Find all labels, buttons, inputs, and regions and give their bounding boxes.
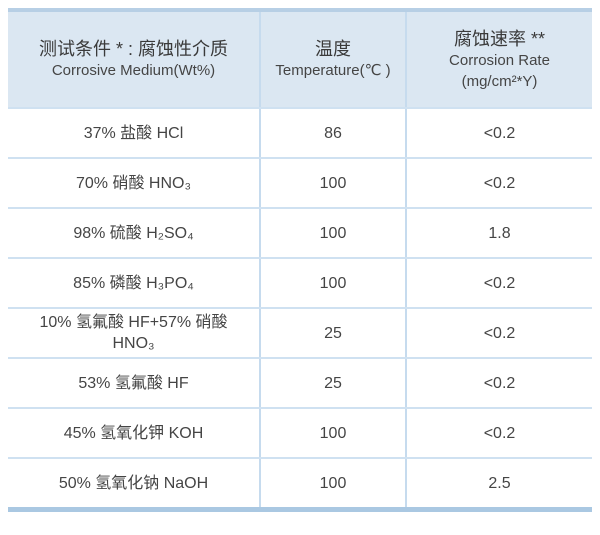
cell-medium: 85% 磷酸 H₃PO₄ — [73, 274, 194, 292]
header-rate-zh: 腐蚀速率 ** — [453, 28, 545, 49]
cell-rate: 1.8 — [405, 209, 592, 257]
cell-temperature: 25 — [259, 359, 405, 407]
cell-temperature: 100 — [259, 209, 405, 257]
table-row: 70% 硝酸 HNO₃ 100 <0.2 — [8, 157, 592, 207]
cell-medium: 10% 氢氟酸 HF+57% 硝酸 HNO₃ — [39, 314, 228, 352]
cell-medium: 37% 盐酸 HCl — [83, 124, 184, 142]
cell-rate: <0.2 — [405, 259, 592, 307]
table-row: 10% 氢氟酸 HF+57% 硝酸 HNO₃ 25 <0.2 — [8, 307, 592, 357]
cell-temperature: 100 — [259, 159, 405, 207]
header-temperature-en: Temperature(℃ ) — [275, 62, 391, 80]
cell-rate: <0.2 — [405, 159, 592, 207]
cell-medium: 98% 硫酸 H₂SO₄ — [73, 224, 194, 242]
cell-rate: <0.2 — [405, 109, 592, 157]
cell-medium: 53% 氢氟酸 HF — [78, 374, 189, 392]
cell-rate: <0.2 — [405, 409, 592, 457]
cell-temperature: 100 — [259, 409, 405, 457]
header-cell-medium: 测试条件 * : 腐蚀性介质 Corrosive Medium(Wt%) — [8, 12, 259, 107]
cell-temperature: 100 — [259, 459, 405, 507]
table-row: 98% 硫酸 H₂SO₄ 100 1.8 — [8, 207, 592, 257]
corrosion-table: 测试条件 * : 腐蚀性介质 Corrosive Medium(Wt%) 温度 … — [8, 8, 592, 512]
header-temperature-zh: 温度 — [315, 38, 351, 59]
cell-rate: <0.2 — [405, 359, 592, 407]
cell-medium: 50% 氢氧化钠 NaOH — [58, 474, 209, 492]
table-header-row: 测试条件 * : 腐蚀性介质 Corrosive Medium(Wt%) 温度 … — [8, 12, 592, 107]
header-medium-zh: 测试条件 * : 腐蚀性介质 — [38, 38, 228, 59]
cell-medium: 45% 氢氧化钾 KOH — [63, 424, 204, 442]
header-cell-temperature: 温度 Temperature(℃ ) — [259, 12, 405, 107]
table-row: 45% 氢氧化钾 KOH 100 <0.2 — [8, 407, 592, 457]
header-cell-rate: 腐蚀速率 ** Corrosion Rate (mg/cm²*Y) — [405, 12, 592, 107]
table-row: 85% 磷酸 H₃PO₄ 100 <0.2 — [8, 257, 592, 307]
cell-medium: 70% 硝酸 HNO₃ — [76, 174, 191, 192]
table-row: 37% 盐酸 HCl 86 <0.2 — [8, 107, 592, 157]
cell-rate: 2.5 — [405, 459, 592, 507]
header-medium-en: Corrosive Medium(Wt%) — [51, 62, 216, 80]
header-rate-en: Corrosion Rate — [449, 52, 550, 69]
table-row: 50% 氢氧化钠 NaOH 100 2.5 — [8, 457, 592, 507]
cell-temperature: 25 — [259, 309, 405, 357]
cell-temperature: 86 — [259, 109, 405, 157]
header-rate-unit: (mg/cm²*Y) — [461, 72, 538, 90]
cell-rate: <0.2 — [405, 309, 592, 357]
cell-temperature: 100 — [259, 259, 405, 307]
table-row: 53% 氢氟酸 HF 25 <0.2 — [8, 357, 592, 407]
